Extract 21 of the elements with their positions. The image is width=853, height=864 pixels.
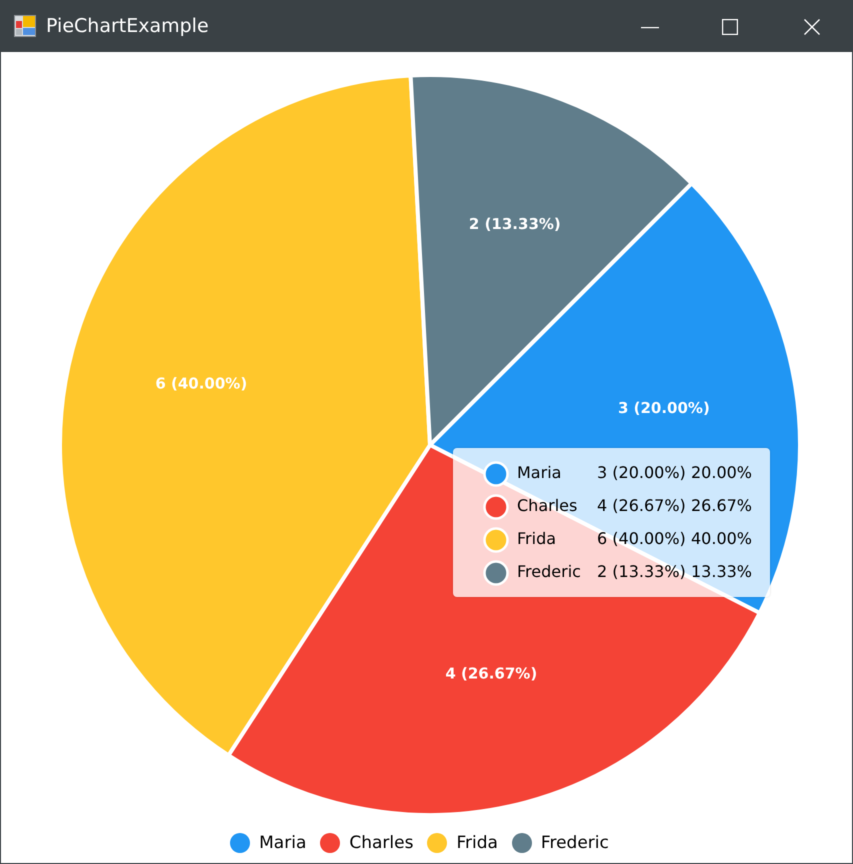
text: 6 (40.00%) [597,529,686,548]
text: 4 (26.67%) [597,496,686,515]
legend-label: Frederic [517,562,581,581]
data-label: 6 (40.00%) [155,374,248,393]
text: 26.67% [691,496,752,515]
chart-title: PieChartExample [46,14,209,39]
text: 13.33% [691,562,752,581]
data-label: 4 (26.67%) [445,664,538,683]
legend-label: Frida [456,833,498,853]
text: 40.00% [691,529,752,548]
category-label: Maria [259,833,306,853]
text: 3 (20.00%) [597,463,686,482]
legend-label: Charles [517,496,578,515]
data-label: 2 (13.33%) [468,214,561,233]
category-label: Charles [349,833,414,853]
data-label: 3 (20.00%) [618,398,710,417]
category-label: Frida [517,529,556,548]
text: 20.00% [691,463,752,482]
text: 2 (13.33%) [597,562,686,581]
category-label: Frederic [540,833,609,853]
legend-label: Maria [517,463,562,482]
